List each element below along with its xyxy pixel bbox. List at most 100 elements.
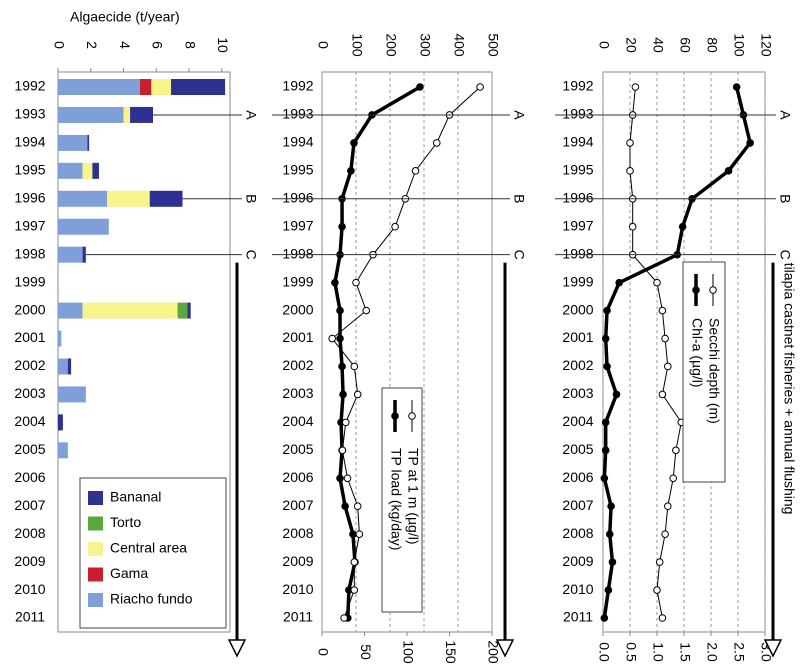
bar-segment: [58, 414, 63, 431]
bar-segment: [82, 246, 86, 263]
x2-tick-label: 150: [443, 640, 459, 664]
y-tick-label: 2006: [562, 469, 593, 485]
bar-segment: [87, 134, 90, 151]
period-label: C: [243, 250, 259, 260]
y-tick-label: 1994: [562, 134, 593, 150]
y-tick-label: 2006: [282, 469, 313, 485]
point: [605, 530, 614, 538]
bar-segment: [82, 302, 178, 319]
arrow-head: [763, 639, 783, 658]
x2-tick-label: 0.0: [596, 642, 612, 662]
y-tick-label: 1998: [282, 245, 313, 261]
point: [339, 390, 347, 399]
y-tick-label: 2008: [562, 525, 593, 541]
series-line: [602, 86, 753, 619]
series-line: [331, 86, 481, 619]
point: [350, 362, 359, 371]
point: [338, 222, 346, 231]
annotation: tilapia castnet fisheries + annual flush…: [781, 263, 797, 515]
x-tick-label: 100: [349, 33, 365, 57]
x2-tick-label: 2.5: [731, 642, 747, 662]
legend-label: Chl-a (µg/l): [689, 318, 705, 388]
y-tick-label: 1992: [562, 78, 593, 94]
bar-segment: [58, 218, 109, 235]
legend-label: Riacho fundo: [110, 591, 193, 607]
point: [626, 139, 634, 147]
x-axis-title: Algaecide (t/year): [70, 9, 180, 25]
period-label: B: [777, 194, 793, 203]
x2-tick-label: 0.5: [623, 642, 639, 662]
bar-segment: [58, 330, 62, 347]
bar-segment: [67, 358, 72, 375]
y-tick-label: 1997: [562, 217, 593, 233]
x-tick-label: 60: [677, 37, 693, 53]
y-tick-label: 2005: [14, 441, 45, 457]
x-tick-label: 200: [383, 33, 399, 57]
period-label: A: [777, 110, 793, 120]
x-tick-label: 0: [315, 41, 331, 49]
bar-segment: [58, 79, 140, 95]
y-tick-label: 2006: [14, 469, 45, 485]
point: [336, 474, 344, 483]
x-tick-label: 0: [596, 41, 612, 49]
point: [601, 334, 610, 343]
point: [724, 167, 733, 175]
bar-segment: [58, 190, 108, 207]
y-tick-label: 2003: [14, 385, 45, 401]
y-tick-label: 2010: [282, 581, 313, 597]
y-tick-label: 2003: [562, 385, 593, 401]
x2-tick-label: 1.5: [677, 642, 693, 662]
point: [658, 390, 667, 399]
bar-segment: [58, 386, 86, 403]
legend-swatch: [88, 491, 103, 505]
point: [628, 222, 637, 231]
point: [672, 446, 680, 455]
point: [661, 530, 669, 538]
y-tick-label: 2009: [562, 553, 593, 569]
point: [664, 362, 672, 371]
y-tick-label: 2002: [562, 357, 593, 373]
period-label: C: [511, 250, 527, 260]
point: [341, 502, 349, 511]
point: [411, 167, 420, 175]
y-tick-label: 2001: [562, 329, 593, 345]
arrow-head: [495, 639, 515, 658]
legend-label: Bananal: [110, 489, 161, 505]
point: [615, 278, 624, 287]
bar-segment: [171, 79, 226, 95]
point: [631, 83, 640, 91]
legend-swatch: [88, 542, 103, 556]
y-tick-label: 2005: [562, 441, 593, 457]
point: [349, 530, 357, 538]
y-tick-label: 2004: [562, 413, 593, 429]
point: [612, 390, 621, 399]
y-tick-label: 1995: [14, 162, 45, 178]
y-tick-label: 2005: [282, 441, 313, 457]
point: [601, 446, 610, 455]
y-tick-label: 2008: [14, 525, 45, 541]
legend-marker: [709, 286, 717, 294]
y-tick-label: 2007: [14, 497, 45, 513]
legend-swatch: [88, 593, 103, 607]
point: [600, 614, 609, 622]
y-tick-label: 2001: [282, 329, 313, 345]
period-label: C: [777, 250, 793, 260]
x2-tick-label: 200: [485, 640, 501, 664]
point: [655, 558, 664, 566]
bar-segment: [123, 106, 131, 123]
y-tick-label: 1997: [14, 217, 45, 233]
y-tick-label: 2009: [282, 553, 313, 569]
point: [328, 334, 337, 343]
point: [732, 83, 741, 91]
x-tick-label: 2: [84, 41, 100, 49]
legend-label: TP load (kg/day): [388, 448, 404, 550]
bar-segment: [58, 106, 124, 123]
bar-segment: [82, 162, 93, 179]
point: [355, 530, 364, 538]
y-tick-label: 1993: [562, 106, 593, 122]
bar-segment: [58, 162, 83, 179]
y-tick-label: 2003: [282, 385, 313, 401]
bar-segment: [151, 79, 172, 95]
legend-box: [381, 387, 423, 613]
